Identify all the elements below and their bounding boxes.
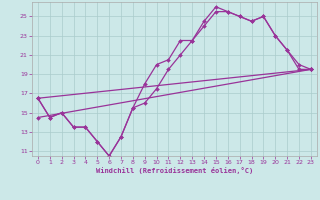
X-axis label: Windchill (Refroidissement éolien,°C): Windchill (Refroidissement éolien,°C) xyxy=(96,167,253,174)
